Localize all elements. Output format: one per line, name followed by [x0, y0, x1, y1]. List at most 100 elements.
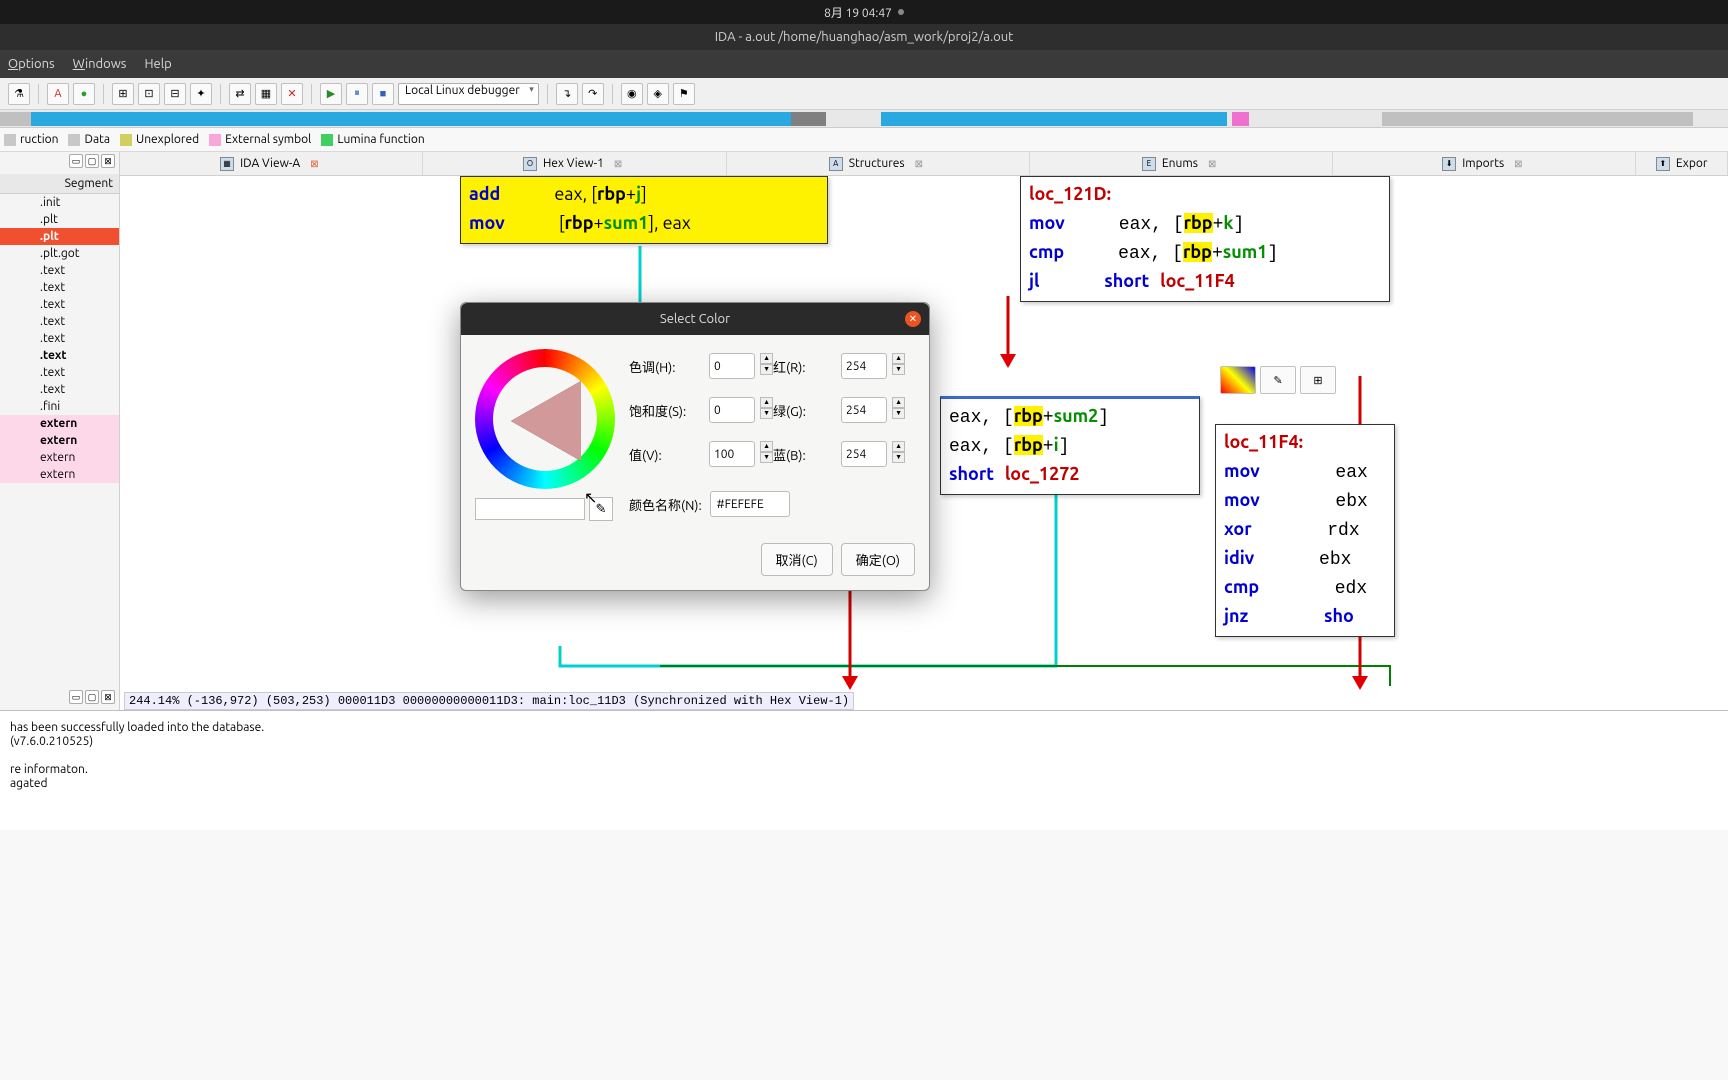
spin-up-icon[interactable]: ▲ — [892, 397, 905, 408]
segment-item[interactable]: .text — [0, 347, 119, 364]
segment-item[interactable]: .text — [0, 381, 119, 398]
hue-input[interactable]: ▲▼ — [709, 353, 765, 379]
tool-greendot-icon[interactable]: ● — [73, 83, 95, 105]
spin-up-icon[interactable]: ▲ — [760, 441, 773, 452]
sidebar-close-icon[interactable]: ⊠ — [101, 690, 115, 704]
nav-seg[interactable] — [0, 112, 31, 126]
eyedropper-icon[interactable]: ✎ — [589, 497, 613, 521]
tab-close-icon[interactable]: ⊠ — [1514, 158, 1526, 170]
segment-item[interactable]: .plt — [0, 228, 119, 245]
sidebar-min-icon[interactable]: ▭ — [69, 154, 83, 168]
code-node[interactable]: eax, [rbp+sum2] eax, [rbp+i] short loc_1… — [940, 396, 1200, 495]
sidebar-max-icon[interactable]: ▢ — [85, 154, 99, 168]
tool-stepinto-icon[interactable]: ↴ — [556, 83, 578, 105]
tool-delete-icon[interactable]: ✕ — [281, 83, 303, 105]
tool-bp3-icon[interactable]: ⚑ — [673, 83, 695, 105]
tool-stepover-icon[interactable]: ↷ — [582, 83, 604, 105]
tab-ida-view[interactable]: ▦IDA View-A⊠ — [120, 152, 423, 175]
tool-text-icon[interactable]: A — [47, 83, 69, 105]
spin-up-icon[interactable]: ▲ — [892, 441, 905, 452]
segment-item[interactable]: .text — [0, 296, 119, 313]
segment-item[interactable]: .text — [0, 330, 119, 347]
segment-item[interactable]: .plt.got — [0, 245, 119, 262]
segment-item[interactable]: .fini — [0, 398, 119, 415]
sidebar-min-icon[interactable]: ▭ — [69, 690, 83, 704]
nav-seg[interactable] — [1232, 112, 1249, 126]
dialog-titlebar[interactable]: Select Color ✕ — [461, 303, 929, 335]
nav-seg[interactable] — [31, 112, 377, 126]
colorname-input[interactable] — [710, 491, 790, 517]
output-panel[interactable]: has been successfully loaded into the da… — [0, 710, 1728, 830]
sat-input[interactable]: ▲▼ — [709, 397, 765, 423]
tab-close-icon[interactable]: ⊠ — [614, 158, 626, 170]
segments-list[interactable]: .init.plt.plt.plt.got.text.text.text.tex… — [0, 194, 119, 483]
spin-down-icon[interactable]: ▼ — [760, 408, 773, 419]
segment-item[interactable]: extern — [0, 449, 119, 466]
tab-close-icon[interactable]: ⊠ — [310, 158, 322, 170]
tab-structures[interactable]: AStructures⊠ — [727, 152, 1030, 175]
ok-button[interactable]: 确定(O) — [841, 543, 915, 576]
spin-down-icon[interactable]: ▼ — [892, 364, 905, 375]
spin-down-icon[interactable]: ▼ — [892, 408, 905, 419]
tab-enums[interactable]: EEnums⊠ — [1030, 152, 1333, 175]
spin-up-icon[interactable]: ▲ — [760, 353, 773, 364]
tool-palette-icon[interactable]: ▦ — [255, 83, 277, 105]
segment-item[interactable]: .plt — [0, 211, 119, 228]
segment-item[interactable]: .text — [0, 313, 119, 330]
tool-xref-icon[interactable]: ⊡ — [138, 83, 160, 105]
debugger-select[interactable]: Local Linux debugger — [398, 83, 539, 105]
dialog-close-icon[interactable]: ✕ — [905, 311, 921, 327]
tab-exports[interactable]: ⬆Expor — [1636, 152, 1728, 175]
segment-item[interactable]: .init — [0, 194, 119, 211]
tool-bp2-icon[interactable]: ◈ — [647, 83, 669, 105]
tool-play-icon[interactable]: ▶ — [320, 83, 342, 105]
segment-item[interactable]: extern — [0, 415, 119, 432]
tool-pause-icon[interactable]: ⏸ — [346, 83, 368, 105]
cancel-button[interactable]: 取消(C) — [761, 543, 833, 576]
segment-item[interactable]: extern — [0, 466, 119, 483]
spin-down-icon[interactable]: ▼ — [892, 452, 905, 463]
red-input[interactable]: ▲▼ — [841, 353, 897, 379]
spin-up-icon[interactable]: ▲ — [760, 397, 773, 408]
tool-bp-icon[interactable]: ◉ — [621, 83, 643, 105]
sidebar-close-icon[interactable]: ⊠ — [101, 154, 115, 168]
green-input[interactable]: ▲▼ — [841, 397, 897, 423]
val-input[interactable]: ▲▼ — [709, 441, 765, 467]
menubar[interactable]: Options Windows Help — [0, 50, 1728, 78]
tool-script-icon[interactable]: ⚗ — [8, 83, 30, 105]
tab-close-icon[interactable]: ⊠ — [915, 158, 927, 170]
code-node[interactable]: loc_121D: mov eax, [rbp+k] cmp eax, [rbp… — [1020, 176, 1390, 302]
sidebar-max-icon[interactable]: ▢ — [85, 690, 99, 704]
code-node[interactable]: add eax, [rbp+j] mov [rbp+sum1], eax — [460, 176, 828, 244]
segment-item[interactable]: extern — [0, 432, 119, 449]
menu-options[interactable]: Options — [8, 57, 55, 71]
segment-item[interactable]: .text — [0, 262, 119, 279]
menu-windows[interactable]: Windows — [73, 57, 127, 71]
blue-input[interactable]: ▲▼ — [841, 441, 897, 467]
spin-down-icon[interactable]: ▼ — [760, 452, 773, 463]
spin-up-icon[interactable]: ▲ — [892, 353, 905, 364]
nav-strip[interactable] — [0, 110, 1728, 128]
nav-seg[interactable] — [791, 112, 826, 126]
tab-imports[interactable]: ⬇Imports⊠ — [1333, 152, 1636, 175]
tool-star-icon[interactable]: ✦ — [190, 83, 212, 105]
tool-arrows-icon[interactable]: ⇄ — [229, 83, 251, 105]
color-picker-icon[interactable] — [1220, 366, 1256, 394]
color-wheel[interactable] — [475, 349, 615, 489]
tool-proximity-icon[interactable]: ⊞ — [112, 83, 134, 105]
segment-item[interactable]: .text — [0, 279, 119, 296]
tab-hex-view[interactable]: OHex View-1⊠ — [423, 152, 726, 175]
segment-item[interactable]: .text — [0, 364, 119, 381]
nav-seg[interactable] — [377, 112, 792, 126]
nav-seg[interactable] — [881, 112, 1227, 126]
code-node[interactable]: loc_11F4: mov eax mov ebx xor rdx idiv e… — [1215, 424, 1395, 637]
tool-stop-icon[interactable]: ■ — [372, 83, 394, 105]
edit-icon[interactable]: ✎ — [1260, 366, 1296, 394]
tool-struct-icon[interactable]: ⊟ — [164, 83, 186, 105]
group-icon[interactable]: ⊞ — [1300, 366, 1336, 394]
spin-down-icon[interactable]: ▼ — [760, 364, 773, 375]
dialog-buttons: 取消(C) 确定(O) — [461, 535, 929, 590]
tab-close-icon[interactable]: ⊠ — [1208, 158, 1220, 170]
nav-seg[interactable] — [1382, 112, 1693, 126]
menu-help[interactable]: Help — [144, 57, 171, 71]
